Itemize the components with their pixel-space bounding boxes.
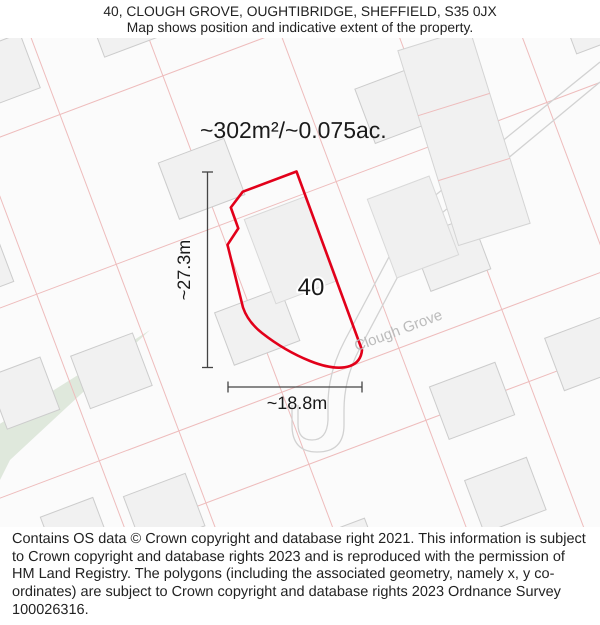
svg-text:40: 40 xyxy=(298,274,325,301)
svg-text:~27.3m: ~27.3m xyxy=(174,240,194,301)
svg-text:~302m²/~0.075ac.: ~302m²/~0.075ac. xyxy=(200,117,387,143)
svg-text:~18.8m: ~18.8m xyxy=(267,393,328,413)
